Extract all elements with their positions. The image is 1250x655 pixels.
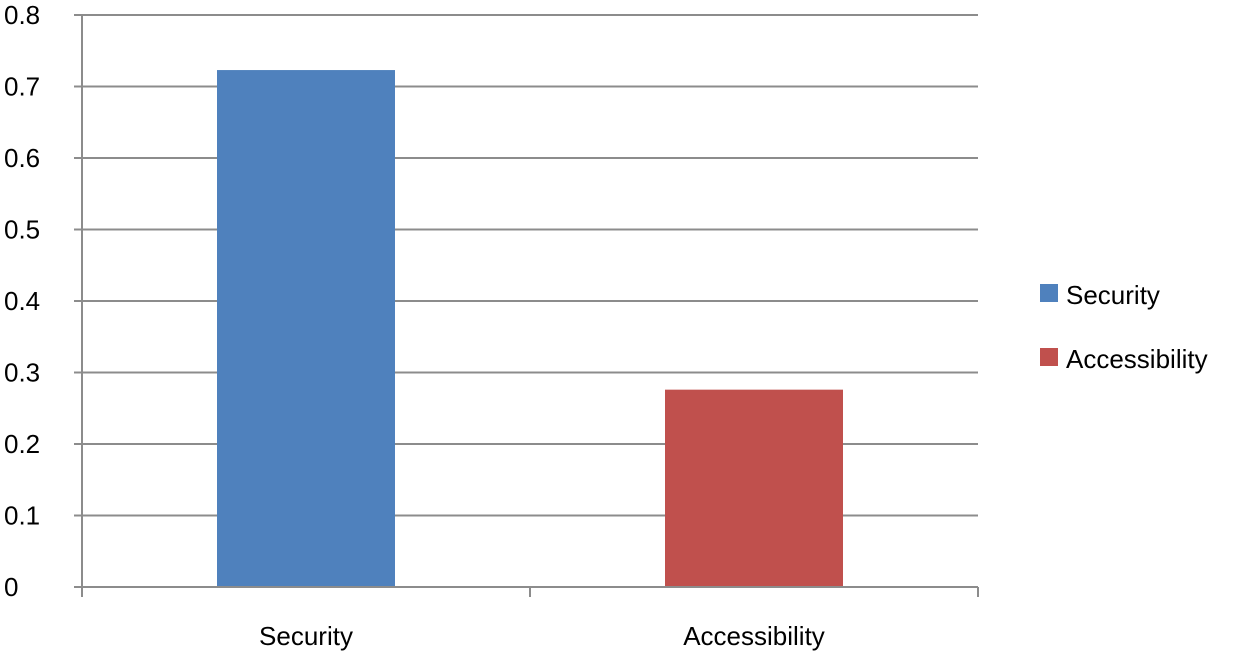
y-axis-ticks: 0 0.1 0.2 0.3 0.4 0.5 0.6 0.7 0.8 [4,0,82,602]
bars [217,70,843,588]
axes [81,15,979,597]
legend-label: Accessibility [1066,344,1208,374]
y-tick-label: 0.7 [4,72,40,102]
legend-swatch [1040,284,1058,302]
legend-label: Security [1066,280,1160,310]
y-tick-label: 0.8 [4,0,40,30]
legend-swatch [1040,348,1058,366]
legend: Security Accessibility [1040,280,1208,374]
y-tick-label: 0.4 [4,286,40,316]
bar-accessibility [665,389,843,587]
x-tick-label: Security [259,621,353,651]
y-tick-label: 0.3 [4,358,40,388]
y-tick-label: 0.5 [4,215,40,245]
y-tick-label: 0 [4,572,18,602]
y-tick-label: 0.6 [4,143,40,173]
bar-security [217,70,395,588]
y-tick-label: 0.2 [4,429,40,459]
x-axis-ticks: Security Accessibility [259,621,825,651]
y-tick-label: 0.1 [4,501,40,531]
gridlines [82,14,978,517]
x-tick-label: Accessibility [683,621,825,651]
